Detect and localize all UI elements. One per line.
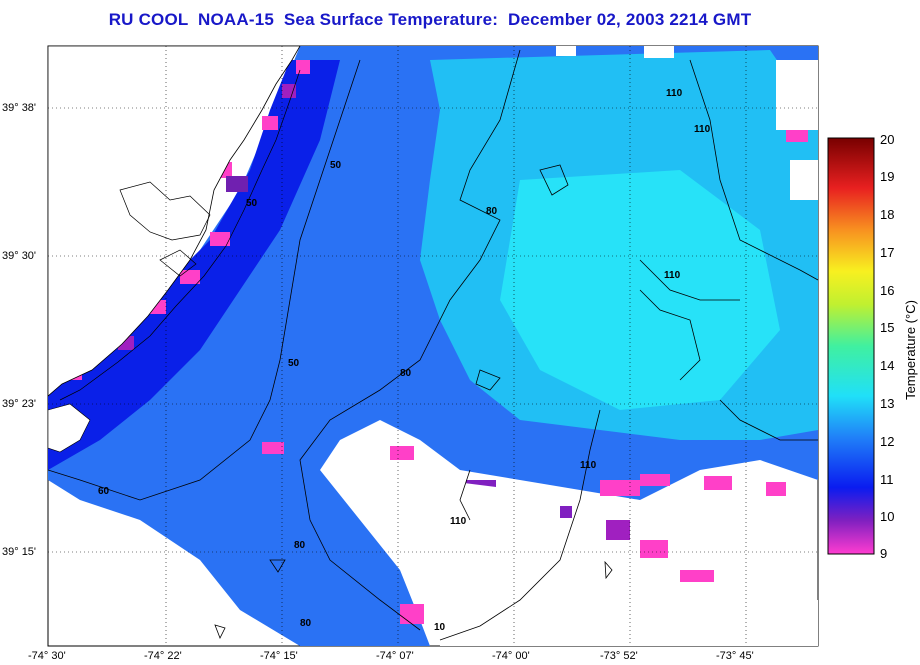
contour-label: 50	[246, 198, 258, 209]
lat-label: 39° 15'	[2, 546, 37, 558]
lon-label: -73° 45'	[716, 650, 754, 662]
contour-label: 80	[400, 368, 412, 379]
colorbar-tick: 12	[880, 434, 895, 449]
barrier-island	[59, 69, 301, 401]
colorbar-tick: 13	[880, 396, 895, 411]
cape-may-land	[48, 403, 91, 453]
contour-label: 10	[434, 622, 446, 633]
contour-label: 110	[580, 460, 597, 471]
coastline	[48, 46, 301, 397]
contour-label: 110	[450, 516, 467, 527]
colorbar-tick: 11	[880, 472, 894, 487]
contour-label: 60	[98, 486, 110, 497]
colorbar-tick: 14	[880, 358, 895, 373]
contour-label: 80	[300, 618, 312, 629]
lat-label: 39° 38'	[2, 102, 37, 114]
grid-lines	[48, 46, 818, 646]
lat-label: 39° 30'	[2, 250, 37, 262]
lon-label: -74° 22'	[144, 650, 182, 662]
lat-label: 39° 23'	[2, 398, 37, 410]
lon-label: -74° 15'	[260, 650, 298, 662]
colorbar-tick: 10	[880, 509, 895, 524]
colorbar-tick: 15	[880, 320, 895, 335]
contour-label: 110	[664, 270, 681, 281]
colorbar-tick: 19	[880, 169, 895, 184]
inland-waterways	[119, 181, 211, 277]
lon-label: -73° 52'	[600, 650, 638, 662]
page-title: RU COOL NOAA-15 Sea Surface Temperature:…	[108, 10, 752, 29]
colorbar-tick: 18	[880, 207, 895, 222]
colorbar-title: Temperature (°C)	[903, 300, 918, 400]
contour-label: 110	[666, 88, 683, 99]
no-data-gaps	[430, 46, 818, 646]
contour-label: 50	[288, 358, 300, 369]
contour-label: 110	[694, 124, 711, 135]
colorbar-tick: 16	[880, 283, 895, 298]
lon-label: -74° 07'	[376, 650, 414, 662]
colorbar-tick: 17	[880, 245, 895, 260]
bathymetry-contours	[48, 49, 818, 641]
colorbar-tick: 9	[880, 546, 888, 561]
colorbar	[827, 137, 875, 555]
sst-field-nearshore	[48, 60, 340, 470]
contour-label: 80	[486, 206, 498, 217]
lon-label: -74° 00'	[492, 650, 530, 662]
contour-label: 50	[330, 160, 342, 171]
colorbar-tick: 20	[880, 132, 895, 147]
lon-label: -74° 30'	[28, 650, 66, 662]
contour-labels: 50 50 50 80 80 80 80 110 110 110 110 110…	[98, 88, 711, 633]
contour-label: 80	[294, 540, 306, 551]
